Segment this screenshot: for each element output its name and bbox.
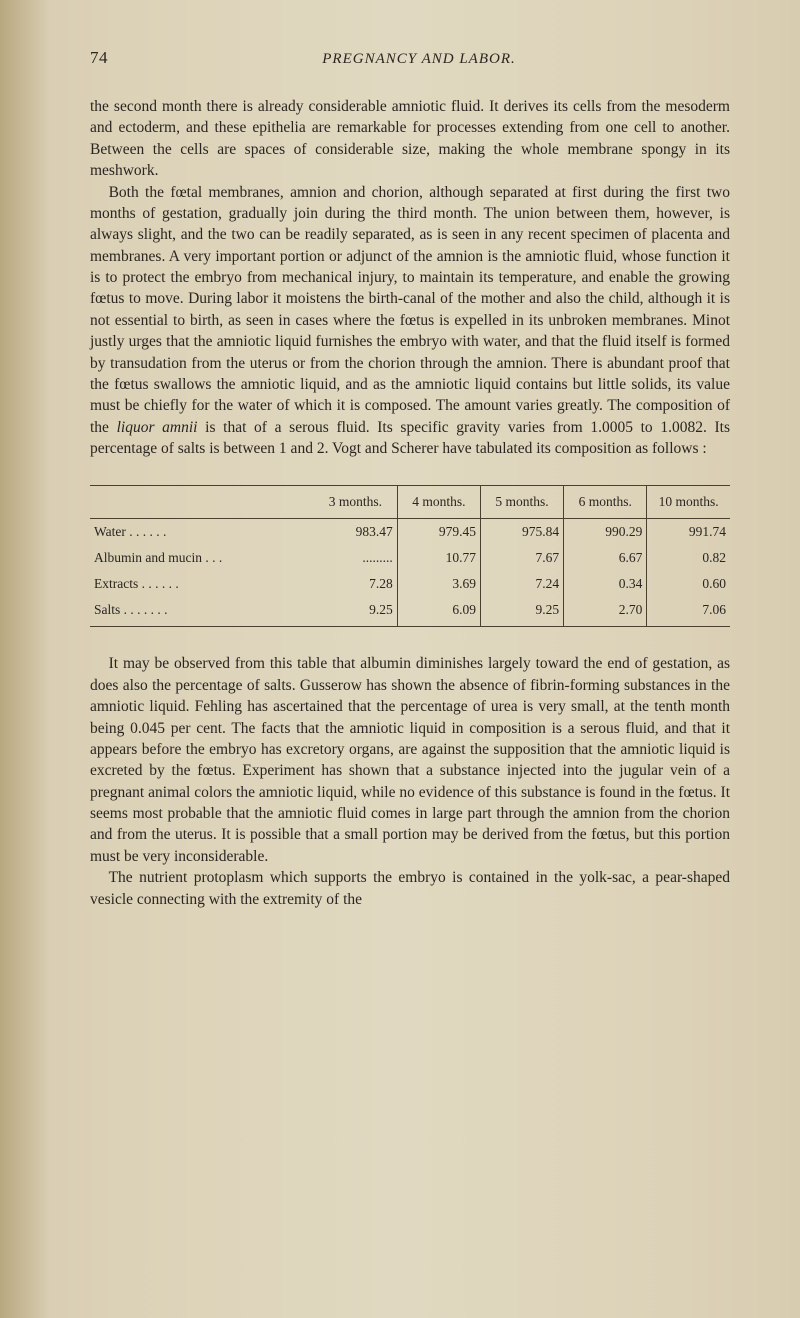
paragraph-3: It may be observed from this table that …	[90, 653, 730, 867]
p2-italic-term: liquor amnii	[117, 419, 198, 436]
page: 74 PREGNANCY AND LABOR. the second month…	[0, 0, 800, 1318]
table-col-5months: 5 months.	[480, 486, 563, 519]
table-row: Salts . . . . . . . 9.25 6.09 9.25 2.70 …	[90, 597, 730, 627]
body-text: the second month there is already consid…	[90, 96, 730, 459]
table-col-label	[90, 486, 314, 519]
paragraph-2: Both the fœtal membranes, amnion and cho…	[90, 182, 730, 460]
cell: 2.70	[564, 597, 647, 627]
cell: 9.25	[314, 597, 397, 627]
table-col-3months: 3 months.	[314, 486, 397, 519]
cell: 9.25	[480, 597, 563, 627]
paragraph-1: the second month there is already consid…	[90, 96, 730, 182]
table-col-4months: 4 months.	[397, 486, 480, 519]
table-row: Water . . . . . . 983.47 979.45 975.84 9…	[90, 519, 730, 546]
table-header-row: 3 months. 4 months. 5 months. 6 months. …	[90, 486, 730, 519]
row-label: Salts . . . . . . .	[90, 597, 314, 627]
cell: 0.34	[564, 571, 647, 597]
header: 74 PREGNANCY AND LABOR.	[90, 48, 730, 68]
cell: 979.45	[397, 519, 480, 546]
cell: 10.77	[397, 545, 480, 571]
table-row: Albumin and mucin . . . ......... 10.77 …	[90, 545, 730, 571]
cell: 0.60	[647, 571, 730, 597]
table-row: Extracts . . . . . . 7.28 3.69 7.24 0.34…	[90, 571, 730, 597]
p2-part-a: Both the fœtal membranes, amnion and cho…	[90, 184, 730, 436]
composition-table: 3 months. 4 months. 5 months. 6 months. …	[90, 485, 730, 627]
page-number: 74	[90, 48, 108, 68]
row-label: Albumin and mucin . . .	[90, 545, 314, 571]
cell: 990.29	[564, 519, 647, 546]
cell: 6.67	[564, 545, 647, 571]
cell: .........	[314, 545, 397, 571]
cell: 991.74	[647, 519, 730, 546]
cell: 983.47	[314, 519, 397, 546]
row-label: Water . . . . . .	[90, 519, 314, 546]
cell: 0.82	[647, 545, 730, 571]
cell: 6.09	[397, 597, 480, 627]
cell: 7.06	[647, 597, 730, 627]
cell: 7.24	[480, 571, 563, 597]
row-label: Extracts . . . . . .	[90, 571, 314, 597]
cell: 975.84	[480, 519, 563, 546]
table-col-6months: 6 months.	[564, 486, 647, 519]
cell: 7.28	[314, 571, 397, 597]
cell: 3.69	[397, 571, 480, 597]
paragraph-4: The nutrient protoplasm which supports t…	[90, 867, 730, 910]
cell: 7.67	[480, 545, 563, 571]
table-col-10months: 10 months.	[647, 486, 730, 519]
body-text-continued: It may be observed from this table that …	[90, 653, 730, 910]
running-title: PREGNANCY AND LABOR.	[108, 51, 730, 68]
